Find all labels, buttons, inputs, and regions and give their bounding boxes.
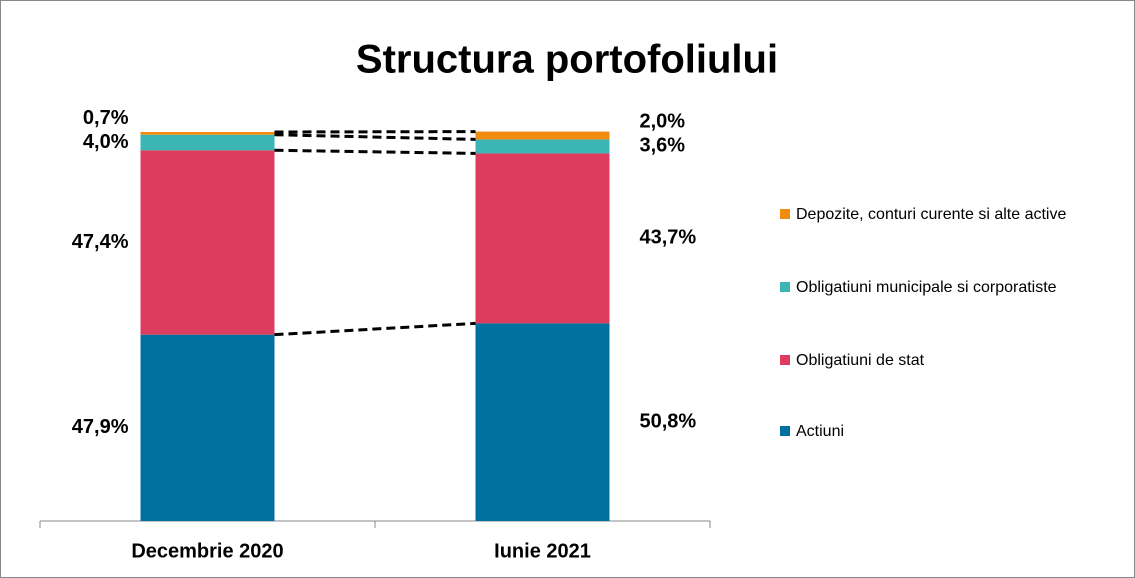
connector-line [274,321,476,337]
legend-swatch [780,209,790,219]
legend-item: Obligatiuni municipale si corporatiste [780,277,1110,299]
legend-item: Obligatiuni de stat [780,350,1110,372]
bar-segment [475,153,610,324]
legend-item: Depozite, conturi curente si alte active [780,204,1110,226]
legend-swatch [780,355,790,365]
data-label: 0,7% [83,107,129,129]
data-label: 43,7% [640,227,697,249]
data-label: 47,9% [72,416,129,438]
legend-label: Actiuni [796,423,845,440]
legend-label: Depozite, conturi curente si alte active [796,206,1067,223]
bar-segment [140,334,275,521]
connector-line [274,148,476,155]
data-label: 3,6% [640,135,686,157]
connector-line [274,133,476,141]
x-tick-label: Iunie 2021 [494,540,591,562]
chart-title: Structura portofoliului [356,38,778,82]
data-label: 4,0% [83,131,129,153]
legend-swatch [780,282,790,292]
legend-label: Obligatiuni municipale si corporatiste [796,279,1057,296]
bar-segment [140,132,275,135]
bar-segment [140,134,275,151]
data-label: 2,0% [640,111,686,133]
legend-swatch [780,426,790,436]
bar-segment [140,150,275,335]
bar-segment [475,139,610,154]
data-label: 47,4% [72,231,129,253]
bar-segment [475,131,610,140]
legend-item: Actiuni [780,421,1110,443]
legend-label: Obligatiuni de stat [796,352,925,369]
bar-segment [475,323,610,521]
x-tick-label: Decembrie 2020 [131,540,283,562]
data-label: 50,8% [640,410,697,432]
